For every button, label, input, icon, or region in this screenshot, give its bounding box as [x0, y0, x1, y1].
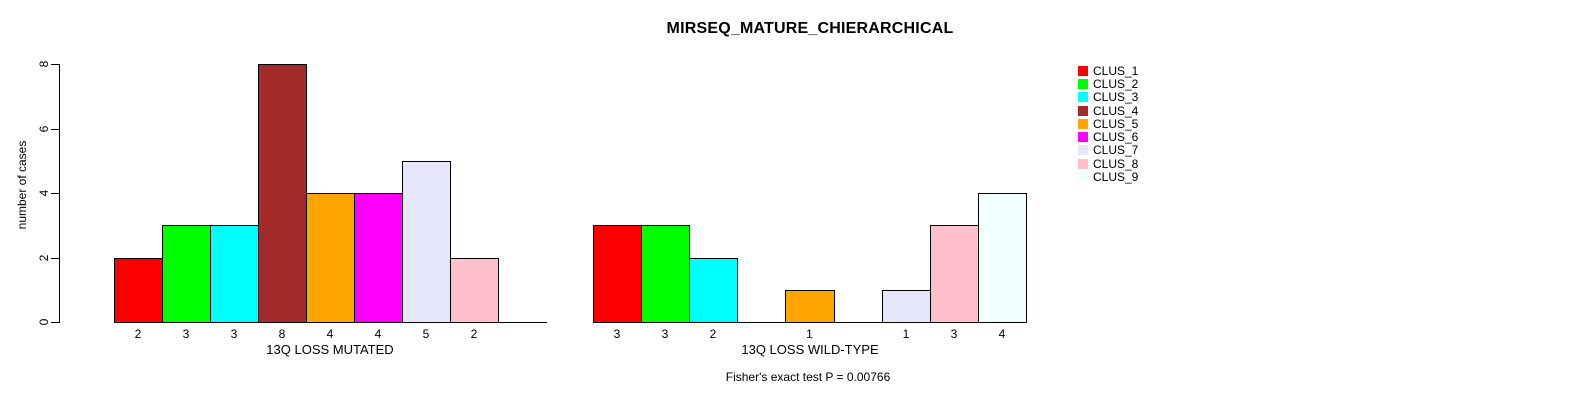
- y-tick-label: 4: [37, 189, 51, 197]
- bar-clus-5: [306, 193, 355, 323]
- legend-swatch: [1078, 132, 1088, 143]
- bar-clus-1: [114, 258, 163, 323]
- legend-swatch: [1078, 65, 1088, 76]
- legend: CLUS_1 CLUS_2 CLUS_3 CLUS_4 CLUS_5 CLUS_6 CLUS…: [1078, 64, 1138, 184]
- y-axis-line: [59, 64, 60, 323]
- bar-count-label: 3: [661, 327, 669, 341]
- bar-clus-3: [689, 258, 738, 323]
- bar-clus-2: [641, 225, 690, 323]
- bar-count-label: 2: [470, 327, 478, 341]
- x-axis-title-mutated: 13Q LOSS MUTATED: [266, 342, 394, 357]
- y-tick: [51, 64, 59, 65]
- bar-clus-1: [593, 225, 642, 323]
- bar-count-label: 1: [902, 327, 910, 341]
- legend-swatch: [1078, 78, 1088, 89]
- legend-label: CLUS_4: [1093, 103, 1139, 118]
- legend-swatch: [1078, 92, 1088, 103]
- y-tick-label: 0: [37, 318, 51, 326]
- legend-label: CLUS_2: [1093, 76, 1139, 91]
- bar-clus-5: [785, 290, 835, 323]
- legend-label: CLUS_1: [1093, 63, 1139, 78]
- bar-count-label: 1: [806, 327, 813, 341]
- legend-item: CLUS_6: [1078, 130, 1138, 143]
- x-axis-title-wild-type: 13Q LOSS WILD-TYPE: [741, 342, 879, 357]
- y-tick: [51, 129, 59, 130]
- bar-count-label: 3: [613, 327, 621, 341]
- legend-item: CLUS_7: [1078, 144, 1138, 157]
- y-tick: [51, 322, 59, 323]
- bar-clus-6: [354, 193, 403, 323]
- y-tick-label: 8: [37, 60, 51, 68]
- legend-swatch: [1078, 145, 1088, 156]
- bar-count-label: 8: [278, 327, 286, 341]
- legend-label: CLUS_5: [1093, 116, 1139, 131]
- bar-count-label: 2: [134, 327, 142, 341]
- legend-label: CLUS_9: [1093, 170, 1139, 185]
- bar-count-label: 3: [950, 327, 958, 341]
- bar-clus-3: [210, 225, 259, 323]
- bar-count-label: 4: [326, 327, 334, 341]
- legend-label: CLUS_7: [1093, 143, 1139, 158]
- bar-clus-9: [978, 193, 1027, 323]
- bar-clus-2: [162, 225, 211, 323]
- bar-clus-4: [258, 64, 307, 323]
- y-tick: [51, 258, 59, 259]
- bar-clus-8: [930, 225, 979, 323]
- legend-item: CLUS_1: [1078, 64, 1138, 77]
- legend-item: CLUS_9: [1078, 170, 1138, 183]
- legend-swatch: [1078, 172, 1088, 183]
- legend-item: CLUS_2: [1078, 77, 1138, 90]
- legend-label: CLUS_6: [1093, 130, 1139, 145]
- legend-item: CLUS_4: [1078, 104, 1138, 117]
- bar-count-label: 2: [709, 327, 717, 341]
- legend-item: CLUS_8: [1078, 157, 1138, 170]
- bar-count-label: 4: [998, 327, 1006, 341]
- y-axis-title: number of cases: [15, 140, 29, 230]
- legend-swatch: [1078, 105, 1088, 116]
- bar-count-label: 3: [230, 327, 238, 341]
- y-tick-label: 6: [37, 125, 51, 133]
- legend-label: CLUS_3: [1093, 90, 1139, 105]
- legend-label: CLUS_8: [1093, 156, 1139, 171]
- bar-clus-8: [450, 258, 499, 323]
- chart-title: MIRSEQ_MATURE_CHIERARCHICAL: [666, 20, 954, 37]
- legend-item: CLUS_3: [1078, 91, 1138, 104]
- bar-count-label: 3: [182, 327, 190, 341]
- y-tick-label: 2: [37, 254, 51, 262]
- fisher-test-note: Fisher's exact test P = 0.00766: [725, 370, 891, 384]
- bar-clus-7: [882, 290, 931, 323]
- legend-item: CLUS_5: [1078, 117, 1138, 130]
- y-tick: [51, 193, 59, 194]
- bar-count-label: 4: [374, 327, 382, 341]
- bar-clus-7: [402, 161, 451, 323]
- legend-swatch: [1078, 158, 1088, 169]
- legend-swatch: [1078, 118, 1088, 129]
- bar-count-label: 5: [422, 327, 430, 341]
